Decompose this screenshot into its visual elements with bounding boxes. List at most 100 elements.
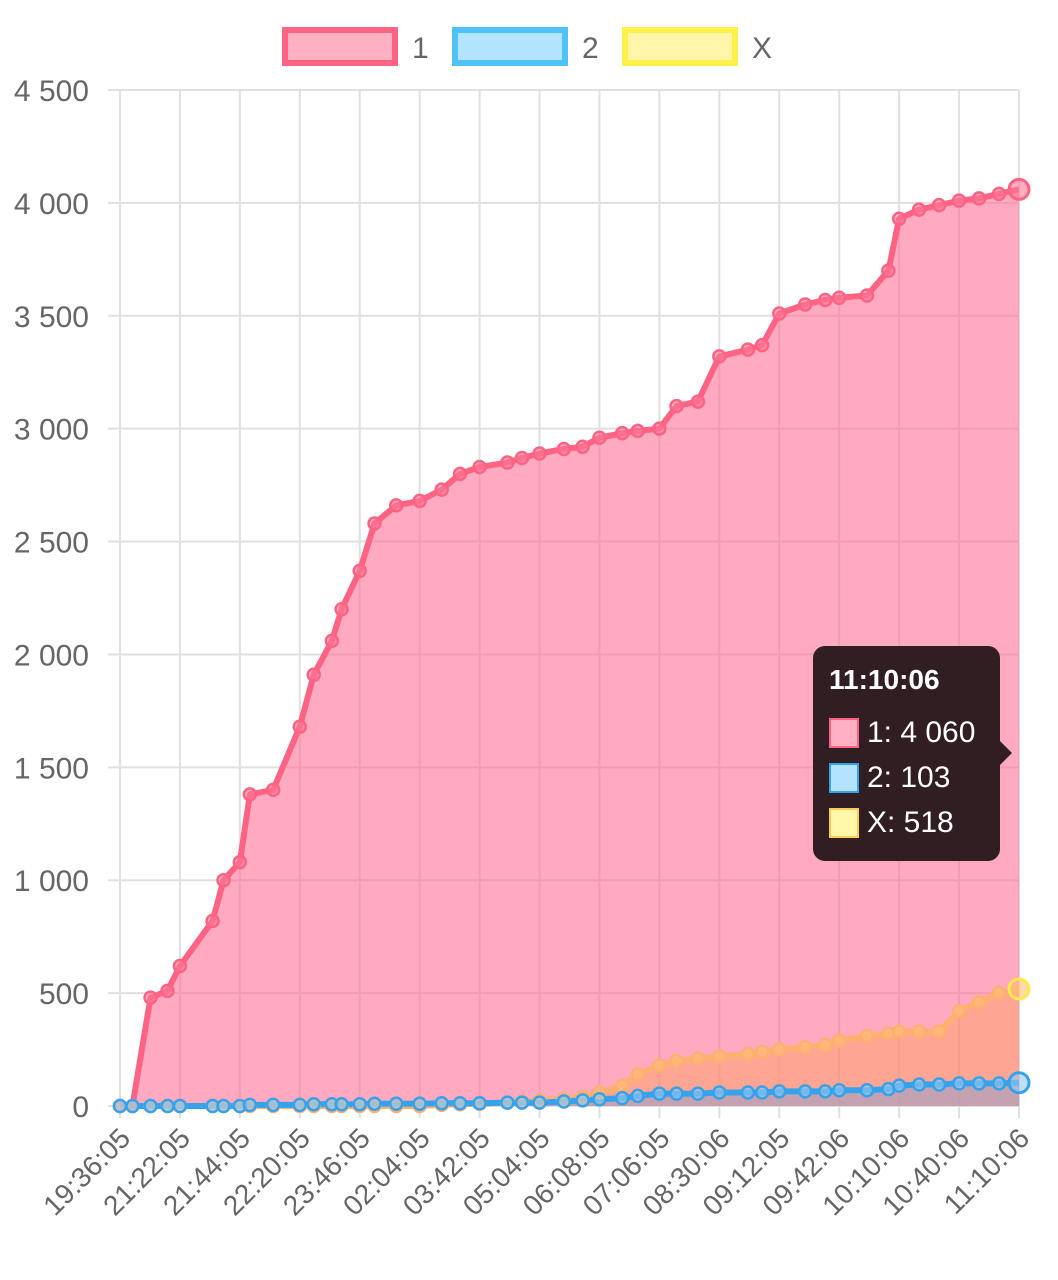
point-series-1 bbox=[532, 446, 547, 461]
point-series-2 bbox=[859, 1082, 875, 1098]
point-series-2 bbox=[367, 1096, 382, 1111]
point-series-x bbox=[754, 1044, 770, 1060]
point-series-1 bbox=[669, 398, 684, 414]
point-series-1 bbox=[514, 450, 530, 466]
point-series-2 bbox=[614, 1090, 630, 1106]
point-series-2 bbox=[754, 1085, 770, 1100]
point-series-1 bbox=[817, 292, 833, 308]
point-series-2 bbox=[592, 1091, 607, 1107]
point-series-2 bbox=[334, 1096, 349, 1112]
point-series-2 bbox=[690, 1086, 706, 1101]
point-series-1 bbox=[324, 633, 340, 649]
point-series-2 bbox=[652, 1086, 667, 1101]
point-series-1 bbox=[991, 186, 1007, 202]
point-series-x bbox=[614, 1078, 630, 1093]
point-series-1 bbox=[500, 455, 515, 470]
point-series-2 bbox=[412, 1096, 427, 1111]
point-series-2 bbox=[772, 1084, 787, 1099]
point-series-2 bbox=[532, 1095, 547, 1110]
series-points bbox=[112, 177, 1031, 1114]
point-series-1 bbox=[772, 306, 787, 321]
point-series-2 bbox=[242, 1097, 258, 1113]
point-series-1 bbox=[614, 425, 630, 441]
tooltip-row-2: 2: 103 bbox=[829, 755, 984, 800]
y-tick-label: 4 500 bbox=[14, 75, 89, 108]
area-series-x bbox=[120, 989, 1019, 1106]
point-series-x bbox=[652, 1058, 667, 1073]
point-series-1 bbox=[216, 872, 231, 888]
point-series-1 bbox=[292, 719, 308, 734]
tooltip-value-2: 2: 103 bbox=[867, 760, 951, 794]
point-series-1 bbox=[891, 211, 907, 226]
point-series-2 bbox=[434, 1096, 449, 1111]
point-series-1 bbox=[740, 342, 756, 357]
y-tick-label: 2 500 bbox=[14, 527, 89, 560]
tooltip-swatch-x bbox=[829, 807, 859, 838]
chart-tooltip: 11:10:06 1: 4 060 2: 103 X: 518 bbox=[813, 646, 1012, 861]
y-tick-label: 1 500 bbox=[14, 752, 89, 785]
point-series-x bbox=[740, 1046, 756, 1062]
legend-label-2: 2 bbox=[582, 32, 599, 65]
point-series-2 bbox=[575, 1093, 590, 1108]
point-series-1 bbox=[412, 493, 427, 509]
y-tick-label: 2 000 bbox=[14, 639, 89, 672]
point-series-2 bbox=[817, 1084, 833, 1099]
y-tick-label: 1 000 bbox=[14, 865, 89, 898]
point-series-2 bbox=[388, 1096, 404, 1111]
y-axis: 0 500 1 000 1 500 2 000 2 500 3 000 3 500 4 000 4… bbox=[14, 75, 89, 1124]
point-series-2 bbox=[712, 1085, 727, 1100]
point-series-x bbox=[690, 1051, 706, 1066]
point-series-2 bbox=[911, 1077, 927, 1092]
point-series-x bbox=[931, 1024, 947, 1039]
point-series-2 bbox=[514, 1095, 530, 1110]
point-series-x bbox=[911, 1024, 927, 1039]
point-series-1 bbox=[452, 466, 468, 482]
point-series-1 bbox=[205, 913, 220, 929]
legend[interactable]: 1 2 X bbox=[282, 27, 772, 66]
point-series-1 bbox=[951, 193, 967, 208]
point-series-1 bbox=[556, 441, 572, 457]
point-series-1 bbox=[630, 423, 645, 439]
point-series-x bbox=[971, 994, 987, 1010]
point-series-2 bbox=[669, 1086, 684, 1101]
point-series-2 bbox=[891, 1078, 907, 1093]
point-series-2 bbox=[931, 1077, 947, 1092]
point-series-2 bbox=[452, 1096, 468, 1111]
point-series-2 bbox=[306, 1096, 321, 1112]
y-tick-label: 3 500 bbox=[14, 301, 89, 334]
legend-swatch-2 bbox=[452, 27, 568, 66]
point-series-1 bbox=[911, 202, 927, 217]
point-series-1 bbox=[797, 297, 813, 312]
point-series-2 bbox=[216, 1098, 231, 1114]
point-series-1 bbox=[931, 197, 947, 213]
point-series-1 bbox=[265, 782, 281, 798]
tooltip-row-x: X: 518 bbox=[829, 800, 984, 845]
point-series-1 bbox=[306, 667, 321, 683]
point-series-1 bbox=[592, 430, 607, 445]
point-series-1 bbox=[242, 787, 258, 802]
point-series-1 bbox=[575, 439, 590, 454]
point-series-2 bbox=[472, 1096, 487, 1111]
point-series-2 bbox=[112, 1098, 128, 1114]
legend-swatch-x bbox=[622, 27, 738, 66]
tooltip-row-1: 1: 4 060 bbox=[829, 710, 984, 755]
point-series-2 bbox=[292, 1097, 308, 1113]
point-series-1 bbox=[160, 983, 175, 999]
point-series-1 bbox=[881, 263, 896, 278]
point-series-1 bbox=[472, 459, 487, 475]
point-series-1 bbox=[652, 421, 667, 436]
point-series-1 bbox=[232, 854, 248, 870]
point-series-2 bbox=[352, 1096, 367, 1112]
point-series-2 bbox=[160, 1098, 175, 1114]
point-series-2 bbox=[740, 1085, 756, 1100]
point-series-1 bbox=[754, 337, 770, 353]
area-series-2 bbox=[120, 1082, 1019, 1106]
point-series-2 bbox=[143, 1098, 158, 1114]
point-series-1 bbox=[971, 191, 987, 206]
point-series-1 bbox=[690, 394, 706, 409]
point-series-1 bbox=[143, 990, 158, 1005]
point-series-2 bbox=[831, 1082, 847, 1098]
point-series-x bbox=[1007, 977, 1031, 1001]
x-axis: 19:36:0521:22:0521:44:0522:20:0523:46:05… bbox=[37, 1122, 1035, 1221]
